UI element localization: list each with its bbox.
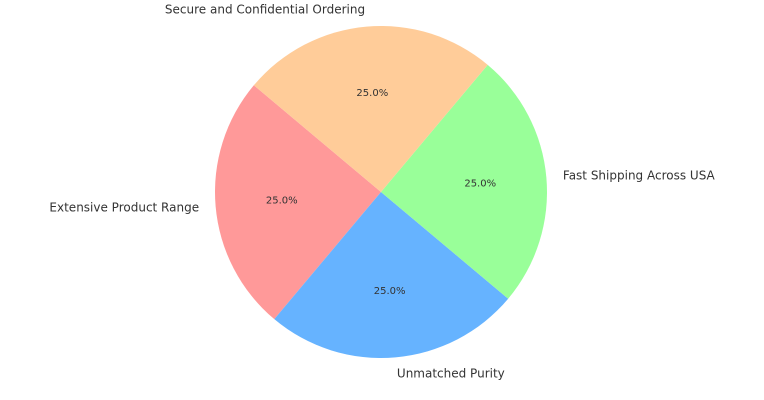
value-label: 25.0% bbox=[356, 88, 388, 99]
slice-label: Extensive Product Range bbox=[49, 200, 199, 214]
value-label: 25.0% bbox=[374, 286, 406, 297]
pie-slice bbox=[381, 64, 547, 299]
slice-label: Fast Shipping Across USA bbox=[563, 169, 716, 183]
pie-slice bbox=[214, 85, 381, 320]
pie-slice bbox=[253, 26, 488, 192]
value-label: 25.0% bbox=[266, 196, 298, 207]
value-label: 25.0% bbox=[464, 178, 496, 189]
slice-label: Secure and Confidential Ordering bbox=[165, 3, 365, 17]
pie-slice bbox=[274, 192, 509, 358]
slice-label: Unmatched Purity bbox=[397, 366, 505, 380]
